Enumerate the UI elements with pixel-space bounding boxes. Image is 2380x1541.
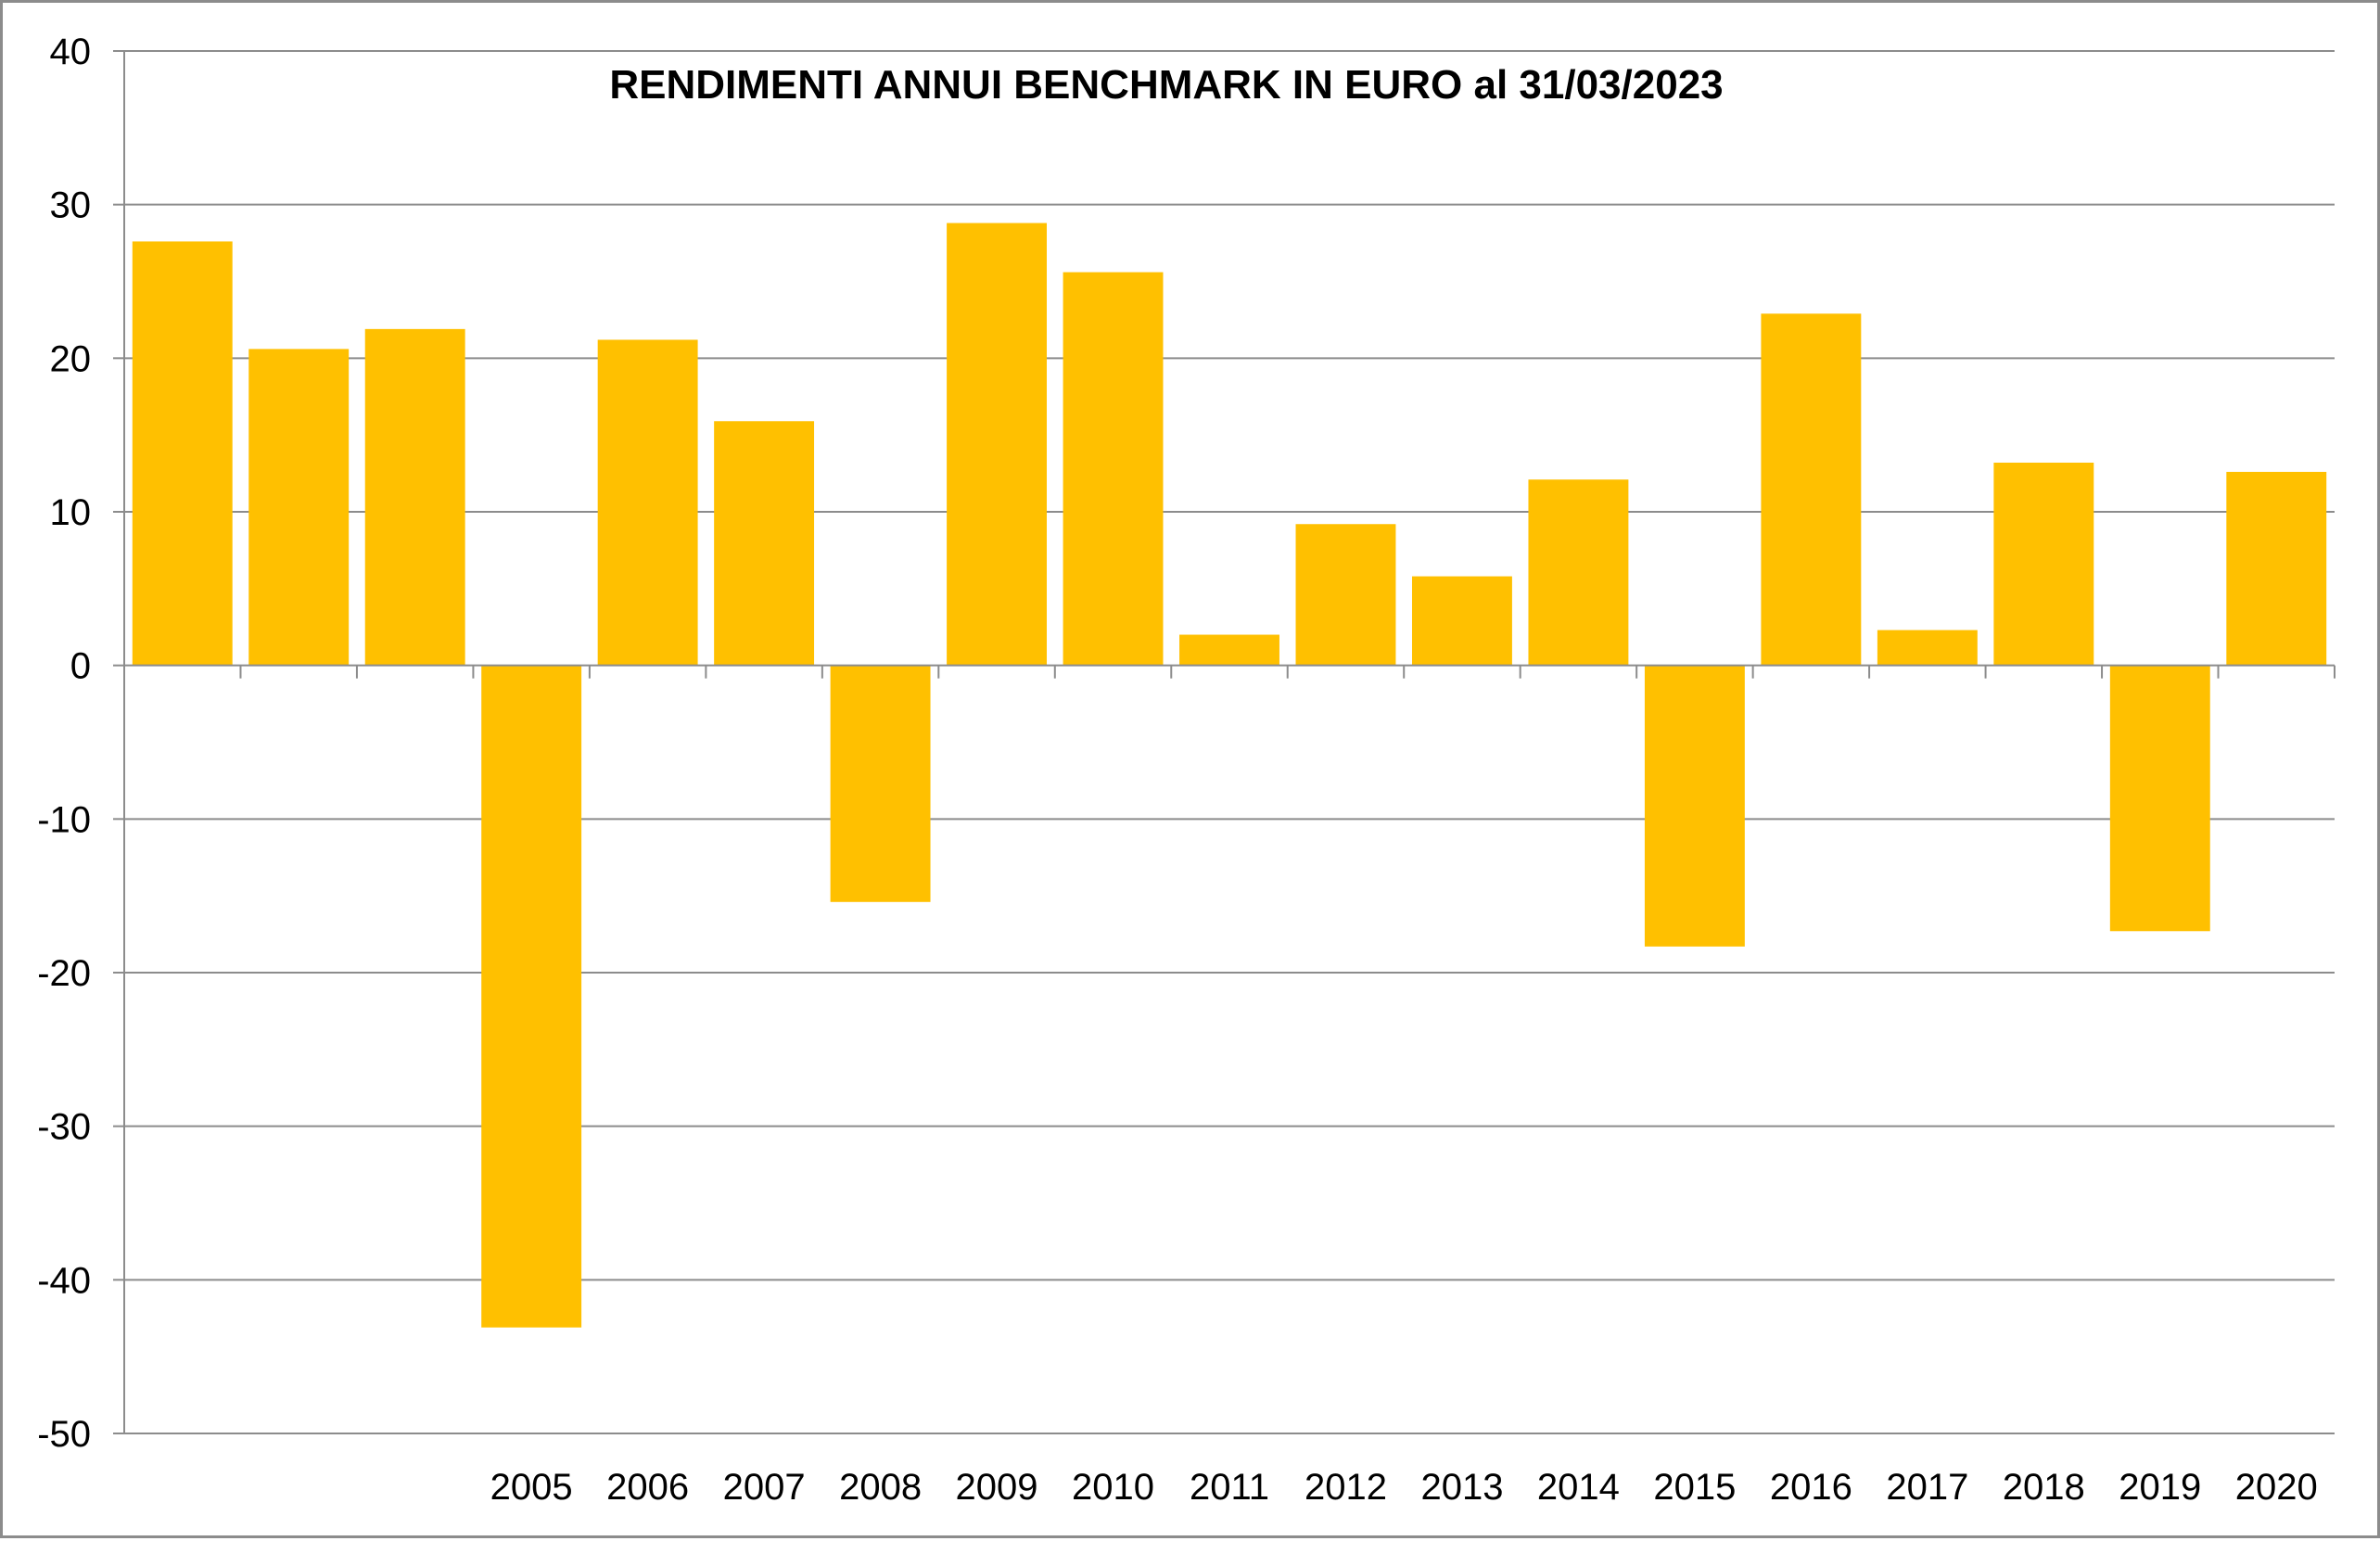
bar [248,349,350,666]
y-tick-label: -40 [37,1260,91,1301]
y-tick-label: 10 [50,492,92,533]
y-tick-label: -10 [37,799,91,840]
y-tick-label: 30 [50,185,92,226]
y-tick-labels: 40 30 20 10 0 -10 -20 -30 -40 -50 [37,32,91,1455]
bar [2226,471,2327,666]
bar [1528,479,1629,666]
x-tick-label: 2005 [490,1467,573,1508]
x-tick-label: 2013 [1420,1467,1503,1508]
bar [1179,634,1279,666]
axes [113,50,2335,1434]
x-tick-label: 2009 [956,1467,1038,1508]
y-tick-label: -20 [37,953,91,994]
x-tick-label: 2008 [839,1467,922,1508]
bar [1411,576,1512,666]
bar [364,328,465,666]
bar [830,665,931,902]
x-tick-label: 2012 [1305,1467,1387,1508]
bar [1993,462,2094,666]
bar [947,223,1048,666]
y-tick-label: 20 [50,338,92,379]
x-tick-label: 2019 [2119,1467,2201,1508]
x-tick-label: 2011 [1190,1467,1269,1508]
x-tick-label: 2010 [1072,1467,1154,1508]
bar [2109,665,2210,932]
y-tick-label: 40 [50,32,92,72]
chart-title: RENDIMENTI ANNUI BENCHMARK IN EURO al 31… [609,62,1723,108]
y-tick-label: -50 [37,1414,91,1455]
x-tick-label: 2014 [1537,1467,1620,1508]
x-tick-label: 2016 [1770,1467,1852,1508]
bar [1644,665,1745,947]
bar [481,665,582,1328]
bar [714,421,815,666]
bar [1761,313,1862,666]
x-tick-label: 2006 [606,1467,689,1508]
x-tick-label: 2020 [2235,1467,2318,1508]
x-tick-label: 2007 [723,1467,806,1508]
bar [597,339,698,666]
bar [132,241,233,666]
bar [1877,630,1978,666]
x-tick-label: 2018 [2003,1467,2085,1508]
y-tick-label: -30 [37,1107,91,1148]
bars [132,223,2327,1328]
y-tick-label: 0 [70,646,91,687]
x-tick-label: 2017 [1886,1467,1968,1508]
x-tick-labels: 2005 2006 2007 2008 2009 2010 2011 2012 2013 2014… [490,1467,2318,1508]
x-tick-label: 2015 [1653,1467,1736,1508]
bar [1295,524,1396,666]
gridlines [124,50,2335,1434]
bar [1063,272,1164,666]
